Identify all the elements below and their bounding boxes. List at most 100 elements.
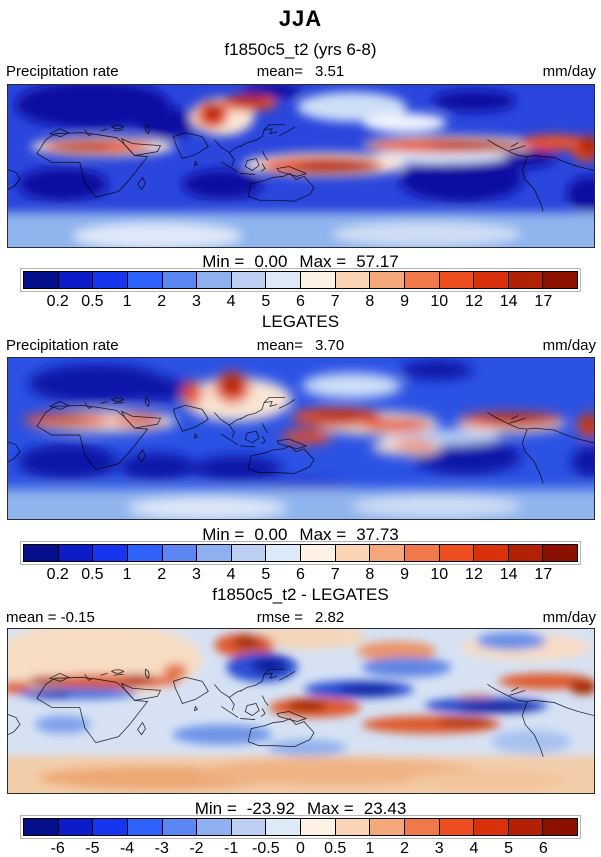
colorbar-segment (196, 545, 231, 561)
colorbar-tick: 4 (226, 293, 236, 310)
colorbar-segment (403, 545, 439, 561)
colorbar-segment (473, 545, 508, 561)
difference-map (7, 628, 595, 794)
min-value: 0.00 (254, 525, 288, 544)
colorbar-tick: 5 (261, 293, 271, 310)
colorbar-segment (265, 819, 300, 835)
colorbar-tick: 1 (122, 566, 132, 583)
colorbar-tick: -5 (85, 840, 100, 857)
panel2-field-label: Precipitation rate (6, 337, 119, 354)
colorbar-tick: -1 (224, 840, 239, 857)
colorbar-tick: 5 (261, 566, 271, 583)
panel3-title: f1850c5_t2 - LEGATES (212, 585, 389, 604)
colorbar-segment (542, 819, 577, 835)
colorbar-segment (196, 272, 231, 288)
min-label: Min = (202, 525, 245, 544)
rmse-label: rmse = (256, 609, 304, 626)
model-precipitation-map-image (8, 85, 594, 247)
colorbar-segment (161, 819, 197, 835)
colorbar-tick: 2 (400, 840, 410, 857)
colorbar-segment (92, 819, 127, 835)
colorbar-precip-model: 0.2 0.5 1 2 3 4 5 6 7 8 9 10 12 14 17 (20, 268, 581, 311)
colorbar-segment (542, 272, 577, 288)
colorbar-segment (230, 819, 266, 835)
max-value: 37.73 (356, 525, 399, 544)
max-value: 57.17 (356, 252, 399, 271)
colorbar-segment (334, 545, 370, 561)
colorbar-segment (507, 819, 543, 835)
colorbar-tick: -6 (50, 840, 65, 857)
colorbar-tick: 0.2 (46, 566, 69, 583)
colorbar-segment (369, 272, 404, 288)
colorbar-tick-labels: -6 -5 -4 -3 -2 -1 -0.5 0 0.5 1 2 3 4 5 6 (23, 840, 578, 857)
colorbar-tick: 6 (296, 293, 305, 310)
colorbar-tick: 12 (465, 566, 483, 583)
colorbar-segment (438, 819, 474, 835)
obs-precipitation-map-image (8, 358, 594, 519)
colorbar-segment (507, 272, 543, 288)
panel3-header-row: mean = -0.15 rmse = 2.82 mm/day (0, 609, 601, 629)
colorbar-segment (507, 545, 543, 561)
colorbar-tick: 0.5 (324, 840, 347, 857)
colorbar-tick: 17 (534, 293, 553, 310)
colorbar-tick-labels: 0.2 0.5 1 2 3 4 5 6 7 8 9 10 12 14 17 (23, 566, 578, 584)
colorbar-tick: -2 (189, 840, 204, 857)
colorbar-difference: -6 -5 -4 -3 -2 -1 -0.5 0 0.5 1 2 3 4 5 6 (20, 815, 581, 857)
colorbar-tick: -0.5 (252, 840, 280, 857)
panel2-minmax: Min = 0.00 Max = 37.73 (0, 525, 601, 545)
colorbar-tick: 7 (330, 293, 340, 310)
panel1-minmax: Min = 0.00 Max = 57.17 (0, 252, 601, 272)
case-title: f1850c5_t2 (yrs 6-8) (224, 40, 377, 59)
colorbar-segment (473, 272, 508, 288)
colorbar-tick: 1 (122, 293, 132, 310)
colorbar-segment (126, 545, 162, 561)
colorbar-tick: 8 (365, 566, 375, 583)
colorbar-segment (265, 272, 300, 288)
colorbar-segments (20, 268, 581, 292)
colorbar-tick: 3 (191, 293, 201, 310)
colorbar-segment (300, 545, 335, 561)
colorbar-segment (230, 272, 266, 288)
colorbar-tick: 1 (365, 840, 375, 857)
colorbar-tick: 2 (157, 293, 167, 310)
panel1-field-label: Precipitation rate (6, 63, 119, 80)
colorbar-tick: 14 (499, 293, 518, 310)
panel2-mean-stat: mean= 3.70 (0, 337, 601, 354)
panel3-mean-stat: mean = -0.15 (6, 609, 95, 626)
colorbar-segment (334, 272, 370, 288)
colorbar-tick: 9 (400, 566, 410, 583)
colorbar-tick: 0.5 (81, 293, 104, 310)
colorbar-tick: 0 (296, 840, 305, 857)
colorbar-segment (92, 545, 127, 561)
max-label: Max = (299, 525, 347, 544)
colorbar-segment (126, 819, 162, 835)
colorbar-segment (24, 819, 58, 835)
min-value: 0.00 (254, 252, 288, 271)
colorbar-segment (24, 272, 58, 288)
colorbar-tick: 6 (296, 566, 305, 583)
rmse-value: 2.82 (315, 609, 345, 626)
colorbar-tick: 0.5 (81, 566, 104, 583)
max-label: Max = (299, 252, 347, 271)
colorbar-tick: 7 (330, 566, 340, 583)
panel2-header-row: Precipitation rate mean= 3.70 mm/day (0, 337, 601, 357)
colorbar-tick: 8 (365, 293, 375, 310)
colorbar-segment (57, 545, 93, 561)
colorbar-tick: -4 (119, 840, 135, 857)
mean-label: mean= (256, 337, 304, 354)
min-label: Min = (194, 799, 237, 818)
colorbar-segment (126, 272, 162, 288)
colorbar-segment (369, 545, 404, 561)
mean-value: -0.15 (60, 609, 95, 626)
colorbar-segment (542, 545, 577, 561)
colorbar-tick: 4 (469, 840, 479, 857)
colorbar-segment (473, 819, 508, 835)
colorbar-segment (57, 272, 93, 288)
colorbar-segment (369, 819, 404, 835)
colorbar-tick-labels: 0.2 0.5 1 2 3 4 5 6 7 8 9 10 12 14 17 (23, 293, 578, 311)
max-label: Max = (306, 799, 354, 818)
colorbar-segment (334, 819, 370, 835)
max-value: 23.43 (363, 799, 407, 818)
colorbar-tick: 5 (504, 840, 514, 857)
colorbar-segment (161, 272, 197, 288)
